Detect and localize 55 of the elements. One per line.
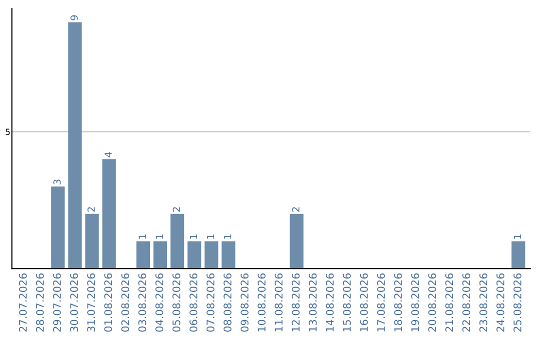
x-tick-label: 23.08.2026 bbox=[479, 273, 488, 332]
bar bbox=[136, 241, 150, 269]
x-tick-label: 06.08.2026 bbox=[189, 273, 198, 332]
data-label: 1 bbox=[190, 234, 198, 239]
x-tick-label: 10.08.2026 bbox=[258, 273, 266, 332]
data-label: 9 bbox=[70, 15, 78, 20]
x-tick-label: 21.08.2026 bbox=[445, 273, 454, 332]
bar bbox=[204, 241, 218, 269]
bar bbox=[512, 241, 526, 269]
x-tick-label: 31.07.2026 bbox=[87, 273, 96, 332]
x-tick-label: 11.08.2026 bbox=[274, 273, 283, 332]
x-tick-label: 27.07.2026 bbox=[18, 273, 27, 332]
x-tick-label: 04.08.2026 bbox=[155, 273, 164, 332]
bar bbox=[153, 241, 168, 269]
bar bbox=[170, 214, 184, 269]
x-tick-label: 09.08.2026 bbox=[240, 273, 249, 332]
x-tick-label: 30.07.2026 bbox=[70, 273, 78, 332]
bar bbox=[85, 214, 99, 269]
x-tick-label: 19.08.2026 bbox=[411, 273, 420, 332]
x-tick-label: 29.07.2026 bbox=[53, 273, 61, 332]
bar bbox=[51, 186, 65, 269]
x-tick-label: 16.08.2026 bbox=[360, 273, 368, 332]
data-label: 1 bbox=[514, 234, 522, 239]
y-tick-label: 5 bbox=[6, 128, 10, 135]
x-tick-label: 24.08.2026 bbox=[496, 273, 504, 332]
data-label: 2 bbox=[87, 207, 95, 212]
x-tick-label: 05.08.2026 bbox=[172, 273, 180, 332]
x-tick-label: 18.08.2026 bbox=[394, 273, 402, 332]
x-tick-label: 28.07.2026 bbox=[36, 273, 44, 332]
data-label: 1 bbox=[138, 234, 146, 239]
bar bbox=[222, 241, 236, 269]
data-label: 2 bbox=[172, 207, 180, 212]
bar bbox=[188, 241, 202, 269]
x-tick-label: 02.08.2026 bbox=[121, 273, 130, 332]
x-tick-label: 13.08.2026 bbox=[308, 273, 317, 332]
bar bbox=[290, 214, 304, 269]
x-tick-label: 22.08.2026 bbox=[462, 273, 470, 332]
x-tick-label: 12.08.2026 bbox=[292, 273, 300, 332]
data-label: 1 bbox=[224, 234, 232, 239]
x-tick-label: 15.08.2026 bbox=[342, 273, 351, 332]
data-label: 1 bbox=[206, 234, 214, 239]
data-label: 1 bbox=[156, 234, 163, 239]
bar bbox=[102, 159, 116, 269]
x-tick-label: 08.08.2026 bbox=[224, 273, 232, 332]
data-label: 2 bbox=[292, 207, 300, 212]
x-tick-label: 07.08.2026 bbox=[206, 273, 214, 332]
x-tick-label: 25.08.2026 bbox=[513, 273, 522, 332]
x-tick-label: 14.08.2026 bbox=[326, 273, 334, 332]
bar bbox=[68, 22, 82, 269]
data-label: 4 bbox=[104, 152, 112, 158]
data-label: 3 bbox=[53, 180, 61, 184]
x-tick-label: 01.08.2026 bbox=[104, 273, 112, 332]
x-tick-label: 17.08.2026 bbox=[377, 273, 385, 332]
x-tick-label: 03.08.2026 bbox=[138, 273, 146, 332]
x-tick-label: 20.08.2026 bbox=[428, 273, 436, 332]
